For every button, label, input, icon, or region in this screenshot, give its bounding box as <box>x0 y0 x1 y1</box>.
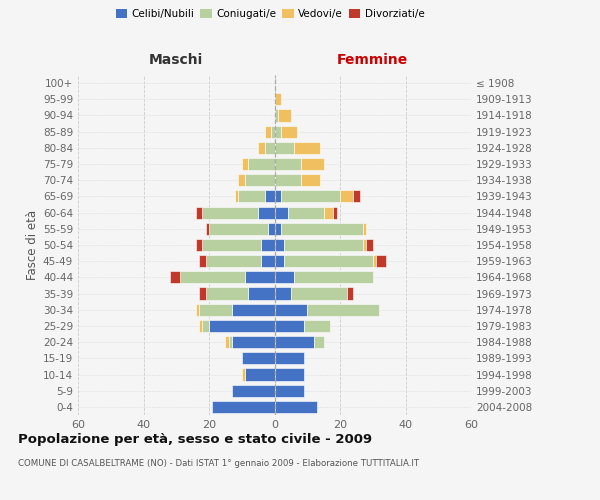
Bar <box>334 206 337 218</box>
Bar <box>275 288 291 300</box>
Bar <box>284 239 363 251</box>
Bar <box>366 239 373 251</box>
Bar <box>340 190 353 202</box>
Bar <box>275 126 281 138</box>
Bar <box>271 126 275 138</box>
Bar <box>238 174 245 186</box>
Bar <box>353 190 359 202</box>
Bar <box>242 368 245 380</box>
Bar <box>245 174 275 186</box>
Text: COMUNE DI CASALBELTRAME (NO) - Dati ISTAT 1° gennaio 2009 - Elaborazione TUTTITA: COMUNE DI CASALBELTRAME (NO) - Dati ISTA… <box>18 458 419 468</box>
Bar <box>284 255 373 268</box>
Bar <box>202 206 258 218</box>
Bar <box>281 190 340 202</box>
Bar <box>209 320 275 332</box>
Bar <box>275 336 314 348</box>
Bar <box>248 158 275 170</box>
Bar <box>373 255 376 268</box>
Y-axis label: Fasce di età: Fasce di età <box>26 210 39 280</box>
Bar <box>232 384 275 397</box>
Bar <box>268 222 275 235</box>
Bar <box>262 255 275 268</box>
Bar <box>196 304 199 316</box>
Bar <box>275 304 307 316</box>
Bar <box>170 272 179 283</box>
Bar <box>363 222 366 235</box>
Bar <box>275 239 284 251</box>
Bar <box>226 336 229 348</box>
Bar <box>304 320 330 332</box>
Text: Popolazione per età, sesso e stato civile - 2009: Popolazione per età, sesso e stato civil… <box>18 432 372 446</box>
Bar <box>245 368 275 380</box>
Bar <box>275 401 317 413</box>
Bar <box>258 142 265 154</box>
Bar <box>206 222 209 235</box>
Bar <box>278 110 291 122</box>
Bar <box>245 272 275 283</box>
Bar <box>265 190 275 202</box>
Bar <box>265 142 275 154</box>
Bar <box>258 206 275 218</box>
Bar <box>248 288 275 300</box>
Bar <box>238 190 265 202</box>
Bar <box>281 222 363 235</box>
Bar <box>314 336 323 348</box>
Bar <box>199 320 202 332</box>
Bar <box>294 272 373 283</box>
Text: Femmine: Femmine <box>337 54 409 68</box>
Bar <box>206 288 248 300</box>
Bar <box>275 206 287 218</box>
Bar <box>229 336 232 348</box>
Bar <box>275 222 281 235</box>
Bar <box>206 255 262 268</box>
Bar <box>347 288 353 300</box>
Bar <box>199 304 232 316</box>
Legend: Celibi/Nubili, Coniugati/e, Vedovi/e, Divorziati/e: Celibi/Nubili, Coniugati/e, Vedovi/e, Di… <box>112 5 428 24</box>
Bar <box>232 336 275 348</box>
Bar <box>307 304 379 316</box>
Bar <box>202 320 209 332</box>
Bar <box>199 288 206 300</box>
Bar <box>275 142 294 154</box>
Bar <box>262 239 275 251</box>
Bar <box>301 174 320 186</box>
Bar <box>275 255 284 268</box>
Bar <box>196 206 202 218</box>
Bar <box>232 304 275 316</box>
Bar <box>202 239 262 251</box>
Bar <box>275 368 304 380</box>
Bar <box>209 222 268 235</box>
Bar <box>275 352 304 364</box>
Bar <box>275 384 304 397</box>
Bar <box>199 255 206 268</box>
Bar <box>275 110 278 122</box>
Bar <box>323 206 334 218</box>
Bar <box>275 93 281 106</box>
Bar <box>242 352 275 364</box>
Bar <box>291 288 347 300</box>
Bar <box>265 126 271 138</box>
Bar <box>275 190 281 202</box>
Bar <box>301 158 323 170</box>
Bar <box>179 272 245 283</box>
Text: Maschi: Maschi <box>149 54 203 68</box>
Bar <box>281 126 298 138</box>
Bar <box>212 401 275 413</box>
Bar <box>376 255 386 268</box>
Bar <box>242 158 248 170</box>
Bar <box>294 142 320 154</box>
Bar <box>235 190 238 202</box>
Bar <box>196 239 202 251</box>
Bar <box>275 174 301 186</box>
Bar <box>275 158 301 170</box>
Bar <box>275 320 304 332</box>
Bar <box>363 239 366 251</box>
Bar <box>275 272 294 283</box>
Bar <box>287 206 323 218</box>
